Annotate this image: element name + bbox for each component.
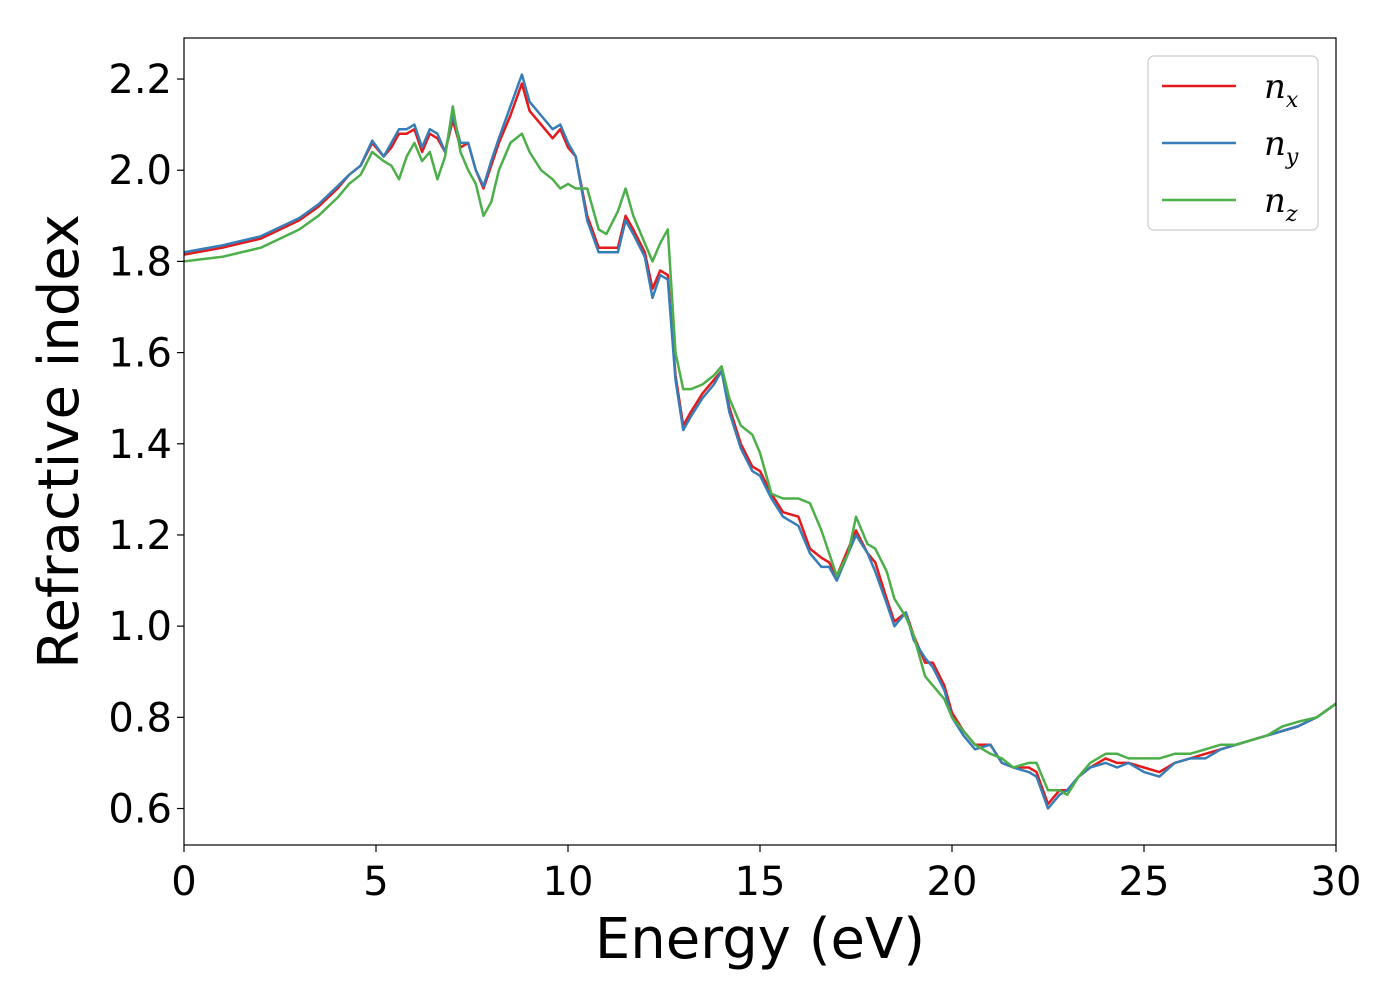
legend-label-x: nx [1264, 67, 1299, 113]
axes-layer: 0 5 10 15 20 25 30 0.6 0.8 1.0 1.2 1.4 1.6 1.8 2.0 2.2 [108, 37, 1362, 905]
x-tick-label: 25 [1119, 859, 1170, 905]
x-axis-title: Energy (eV) [595, 907, 925, 972]
y-tick-label: 2.0 [108, 148, 172, 194]
y-tick-label: 0.6 [108, 787, 172, 833]
legend-label-y: ny [1264, 124, 1299, 170]
legend-label-z: nz [1264, 181, 1298, 227]
x-tick-label: 15 [735, 859, 786, 905]
y-axis-title: Refractive index [27, 214, 92, 669]
y-tick-label: 1.0 [108, 604, 172, 650]
x-tick-label: 30 [1311, 859, 1362, 905]
y-tick-label: 1.2 [108, 513, 172, 559]
legend: nx ny nz [1147, 55, 1319, 231]
y-tick-label: 1.4 [108, 422, 172, 468]
y-tick-label: 1.8 [108, 239, 172, 285]
y-tick-label: 1.6 [108, 331, 172, 377]
series-line-nz [184, 105, 1336, 797]
x-tick-label: 5 [363, 859, 388, 905]
series-layer [184, 73, 1336, 810]
x-tick-label: 10 [543, 859, 594, 905]
x-tick-label: 20 [927, 859, 978, 905]
x-tick-label: 0 [171, 859, 196, 905]
series-line-ny [184, 73, 1336, 810]
y-tick-label: 2.2 [108, 57, 172, 103]
y-tick-label: 0.8 [108, 695, 172, 741]
